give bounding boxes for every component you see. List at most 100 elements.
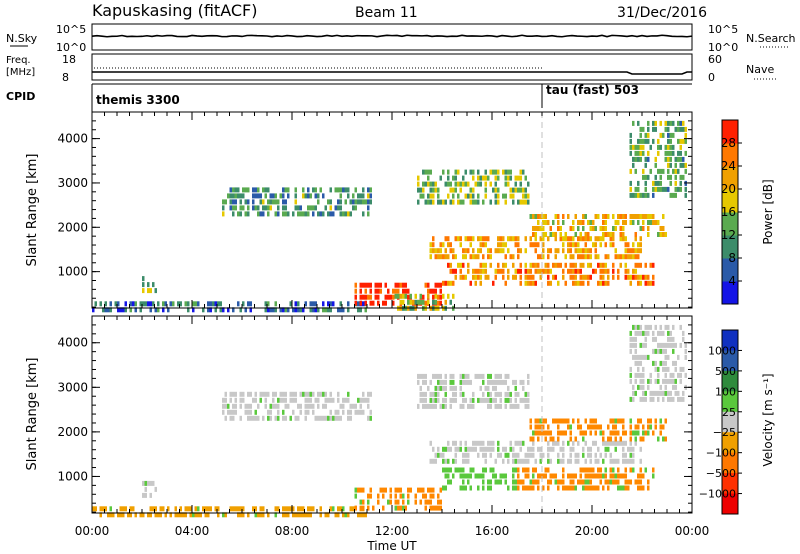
- echo-cell: [399, 293, 402, 299]
- echo-cell: [639, 156, 642, 162]
- echo-cell: [294, 307, 297, 313]
- echo-cell: [609, 232, 612, 237]
- echo-cell: [497, 446, 500, 452]
- echo-cell: [512, 485, 515, 491]
- echo-cell: [432, 294, 435, 300]
- echo-cell: [347, 187, 350, 193]
- echo-cell: [484, 181, 487, 187]
- echo-cell: [109, 512, 112, 518]
- nave-tick-bottom: 0: [708, 71, 715, 84]
- echo-cell: [569, 262, 572, 268]
- echo-cell: [309, 301, 312, 307]
- echo-cell: [202, 506, 205, 512]
- echo-cell: [554, 262, 557, 268]
- echo-cell: [602, 220, 605, 225]
- echo-cell: [362, 282, 365, 288]
- echo-cell: [484, 397, 487, 403]
- echo-cell: [509, 187, 512, 193]
- echo-cell: [637, 280, 640, 286]
- echo-cell: [529, 436, 532, 442]
- echo-cell: [624, 254, 627, 260]
- echo-cell: [437, 391, 440, 397]
- echo-cell: [479, 446, 482, 452]
- echo-cell: [257, 415, 260, 421]
- echo-cell: [237, 211, 240, 217]
- echo-cell: [609, 467, 612, 473]
- echo-cell: [294, 301, 297, 307]
- echo-cell: [442, 397, 445, 403]
- echo-cell: [629, 458, 632, 464]
- echo-cell: [454, 175, 457, 181]
- echo-cell: [284, 307, 287, 313]
- echo-cell: [639, 479, 642, 485]
- echo-cell: [572, 254, 575, 260]
- echo-cell: [354, 505, 357, 511]
- echo-cell: [582, 214, 585, 219]
- echo-cell: [552, 262, 555, 268]
- echo-cell: [572, 274, 575, 280]
- echo-cell: [634, 186, 637, 192]
- echo-cell: [664, 354, 667, 360]
- echo-cell: [337, 199, 340, 205]
- echo-cell: [294, 193, 297, 199]
- echo-cell: [589, 485, 592, 491]
- echo-cell: [562, 236, 565, 242]
- echo-cell: [517, 242, 520, 248]
- echo-cell: [532, 274, 535, 280]
- echo-cell: [649, 168, 652, 174]
- echo-cell: [617, 479, 620, 485]
- echo-cell: [307, 506, 310, 512]
- echo-cell: [422, 487, 425, 493]
- echo-cell: [332, 301, 335, 307]
- echo-cell: [502, 262, 505, 268]
- echo-cell: [634, 268, 637, 274]
- echo-cell: [649, 280, 652, 286]
- echo-cell: [452, 458, 455, 464]
- echo-cell: [524, 391, 527, 397]
- echo-cell: [574, 262, 577, 268]
- echo-cell: [349, 409, 352, 415]
- echo-cell: [577, 242, 580, 248]
- echo-cell: [294, 512, 297, 518]
- echo-cell: [554, 479, 557, 485]
- echo-cell: [542, 473, 545, 479]
- echo-cell: [659, 144, 662, 150]
- echo-cell: [549, 280, 552, 286]
- echo-cell: [647, 479, 650, 485]
- echo-cell: [282, 193, 285, 199]
- echo-cell: [349, 415, 352, 421]
- echo-cell: [642, 174, 645, 180]
- echo-cell: [234, 205, 237, 211]
- echo-cell: [597, 280, 600, 286]
- echo-cell: [472, 397, 475, 403]
- echo-cell: [679, 174, 682, 180]
- echo-cell: [379, 487, 382, 493]
- echo-cell: [362, 294, 365, 300]
- echo-cell: [639, 446, 642, 452]
- echo-cell: [572, 236, 575, 242]
- echo-cell: [622, 452, 625, 458]
- echo-cell: [559, 232, 562, 237]
- echo-cell: [447, 473, 450, 479]
- echo-cell: [479, 268, 482, 274]
- echo-cell: [647, 324, 650, 330]
- echo-cell: [477, 440, 480, 446]
- echo-cell: [627, 446, 630, 452]
- echo-cell: [574, 280, 577, 286]
- echo-cell: [542, 248, 545, 254]
- echo-cell: [119, 307, 122, 313]
- echo-cell: [492, 440, 495, 446]
- echo-cell: [102, 307, 105, 313]
- echo-cell: [439, 254, 442, 260]
- echo-cell: [617, 268, 620, 274]
- echo-cell: [632, 430, 635, 436]
- echo-cell: [429, 440, 432, 446]
- echo-cell: [564, 280, 567, 286]
- echo-cell: [342, 512, 345, 518]
- echo-cell: [627, 254, 630, 260]
- echo-cell: [527, 397, 530, 403]
- echo-cell: [257, 211, 260, 217]
- echo-cell: [427, 169, 430, 175]
- echo-cell: [339, 187, 342, 193]
- echo-cell: [544, 467, 547, 473]
